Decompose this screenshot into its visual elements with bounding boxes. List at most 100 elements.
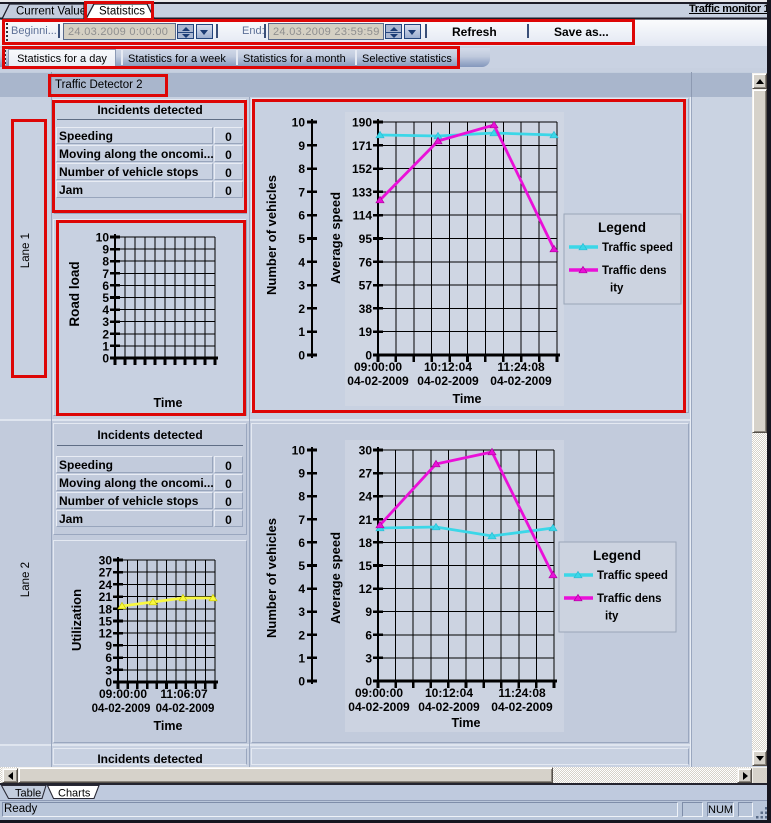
svg-text:Time: Time xyxy=(452,716,481,730)
svg-text:Number of vehicles: Number of vehicles xyxy=(264,175,279,295)
svg-text:0: 0 xyxy=(102,352,109,366)
svg-text:4: 4 xyxy=(298,255,305,269)
svg-text:6: 6 xyxy=(105,651,112,665)
svg-text:0: 0 xyxy=(298,349,305,363)
svg-text:09:00:00: 09:00:00 xyxy=(354,360,402,374)
svg-text:3: 3 xyxy=(365,651,372,665)
svg-text:21: 21 xyxy=(359,513,373,527)
svg-text:Traffic speed: Traffic speed xyxy=(597,570,668,582)
svg-text:7: 7 xyxy=(298,185,305,199)
svg-text:04-02-2009: 04-02-2009 xyxy=(418,700,480,714)
svg-text:0: 0 xyxy=(365,675,372,689)
svg-text:2: 2 xyxy=(298,302,305,316)
svg-text:57: 57 xyxy=(359,279,373,293)
svg-text:4: 4 xyxy=(102,303,109,317)
svg-text:9: 9 xyxy=(105,639,112,653)
svg-text:Traffic dens: Traffic dens xyxy=(597,593,662,605)
svg-text:95: 95 xyxy=(359,232,373,246)
svg-text:04-02-2009: 04-02-2009 xyxy=(92,703,151,715)
svg-text:0: 0 xyxy=(365,349,372,363)
svg-text:6: 6 xyxy=(365,628,372,642)
svg-text:2: 2 xyxy=(102,327,109,341)
svg-text:8: 8 xyxy=(298,162,305,176)
svg-text:Time: Time xyxy=(154,719,183,733)
svg-text:18: 18 xyxy=(99,602,113,616)
svg-text:10:12:04: 10:12:04 xyxy=(424,360,472,374)
svg-text:10: 10 xyxy=(292,444,306,458)
svg-text:7: 7 xyxy=(298,513,305,527)
svg-text:3: 3 xyxy=(102,315,109,329)
svg-text:24: 24 xyxy=(99,578,113,592)
svg-text:11:24:08: 11:24:08 xyxy=(497,360,545,374)
svg-text:10:12:04: 10:12:04 xyxy=(425,686,473,700)
svg-text:Traffic speed: Traffic speed xyxy=(602,242,673,254)
svg-text:8: 8 xyxy=(298,490,305,504)
svg-text:76: 76 xyxy=(359,255,373,269)
svg-text:7: 7 xyxy=(102,267,109,281)
svg-text:04-02-2009: 04-02-2009 xyxy=(347,374,409,388)
svg-text:Charts: Charts xyxy=(58,788,91,800)
svg-text:Table: Table xyxy=(15,788,41,800)
svg-text:Time: Time xyxy=(453,392,482,406)
svg-text:04-02-2009: 04-02-2009 xyxy=(156,703,215,715)
svg-text:Statistics: Statistics xyxy=(99,6,145,18)
svg-text:0: 0 xyxy=(298,675,305,689)
svg-text:04-02-2009: 04-02-2009 xyxy=(490,374,552,388)
svg-text:38: 38 xyxy=(359,302,373,316)
svg-text:10: 10 xyxy=(292,116,306,130)
svg-text:9: 9 xyxy=(365,605,372,619)
svg-text:8: 8 xyxy=(102,255,109,269)
svg-text:0: 0 xyxy=(105,676,112,690)
svg-text:04-02-2009: 04-02-2009 xyxy=(491,700,553,714)
svg-text:5: 5 xyxy=(298,559,305,573)
svg-text:4: 4 xyxy=(298,582,305,596)
svg-text:1: 1 xyxy=(298,651,305,665)
svg-text:Current Value: Current Value xyxy=(16,6,86,18)
svg-text:190: 190 xyxy=(352,116,372,130)
svg-text:171: 171 xyxy=(352,139,372,153)
svg-text:1: 1 xyxy=(298,325,305,339)
svg-text:9: 9 xyxy=(298,139,305,153)
svg-text:5: 5 xyxy=(102,291,109,305)
svg-text:6: 6 xyxy=(102,279,109,293)
svg-text:04-02-2009: 04-02-2009 xyxy=(348,700,410,714)
svg-text:Average speed: Average speed xyxy=(328,532,343,624)
svg-text:Time: Time xyxy=(154,396,183,410)
svg-text:09:00:00: 09:00:00 xyxy=(99,687,147,701)
svg-text:04-02-2009: 04-02-2009 xyxy=(417,374,479,388)
svg-text:15: 15 xyxy=(99,615,113,629)
svg-text:11:24:08: 11:24:08 xyxy=(498,686,546,700)
svg-text:Number of vehicles: Number of vehicles xyxy=(264,518,279,638)
svg-text:09:00:00: 09:00:00 xyxy=(355,686,403,700)
svg-text:ity: ity xyxy=(605,611,619,623)
svg-text:133: 133 xyxy=(352,185,372,199)
svg-text:152: 152 xyxy=(352,162,372,176)
svg-text:12: 12 xyxy=(99,627,113,641)
svg-text:3: 3 xyxy=(298,605,305,619)
svg-text:10: 10 xyxy=(96,231,110,245)
svg-text:6: 6 xyxy=(298,209,305,223)
svg-text:Utilization: Utilization xyxy=(69,589,84,651)
svg-text:24: 24 xyxy=(359,490,373,504)
svg-text:30: 30 xyxy=(359,444,373,458)
svg-text:3: 3 xyxy=(105,663,112,677)
svg-text:Traffic dens: Traffic dens xyxy=(602,265,667,277)
svg-text:18: 18 xyxy=(359,536,373,550)
svg-text:1: 1 xyxy=(102,339,109,353)
svg-text:15: 15 xyxy=(359,559,373,573)
svg-text:9: 9 xyxy=(102,243,109,257)
svg-text:5: 5 xyxy=(298,232,305,246)
svg-text:Legend: Legend xyxy=(598,220,646,235)
svg-text:2: 2 xyxy=(298,628,305,642)
svg-text:12: 12 xyxy=(359,582,373,596)
svg-text:Average speed: Average speed xyxy=(328,192,343,284)
svg-text:Road load: Road load xyxy=(67,261,82,326)
svg-text:27: 27 xyxy=(359,467,373,481)
svg-text:Legend: Legend xyxy=(593,548,641,563)
svg-text:9: 9 xyxy=(298,467,305,481)
svg-text:6: 6 xyxy=(298,536,305,550)
svg-text:21: 21 xyxy=(99,590,113,604)
svg-text:11:06:07: 11:06:07 xyxy=(160,687,208,701)
svg-text:19: 19 xyxy=(359,325,373,339)
svg-text:3: 3 xyxy=(298,279,305,293)
